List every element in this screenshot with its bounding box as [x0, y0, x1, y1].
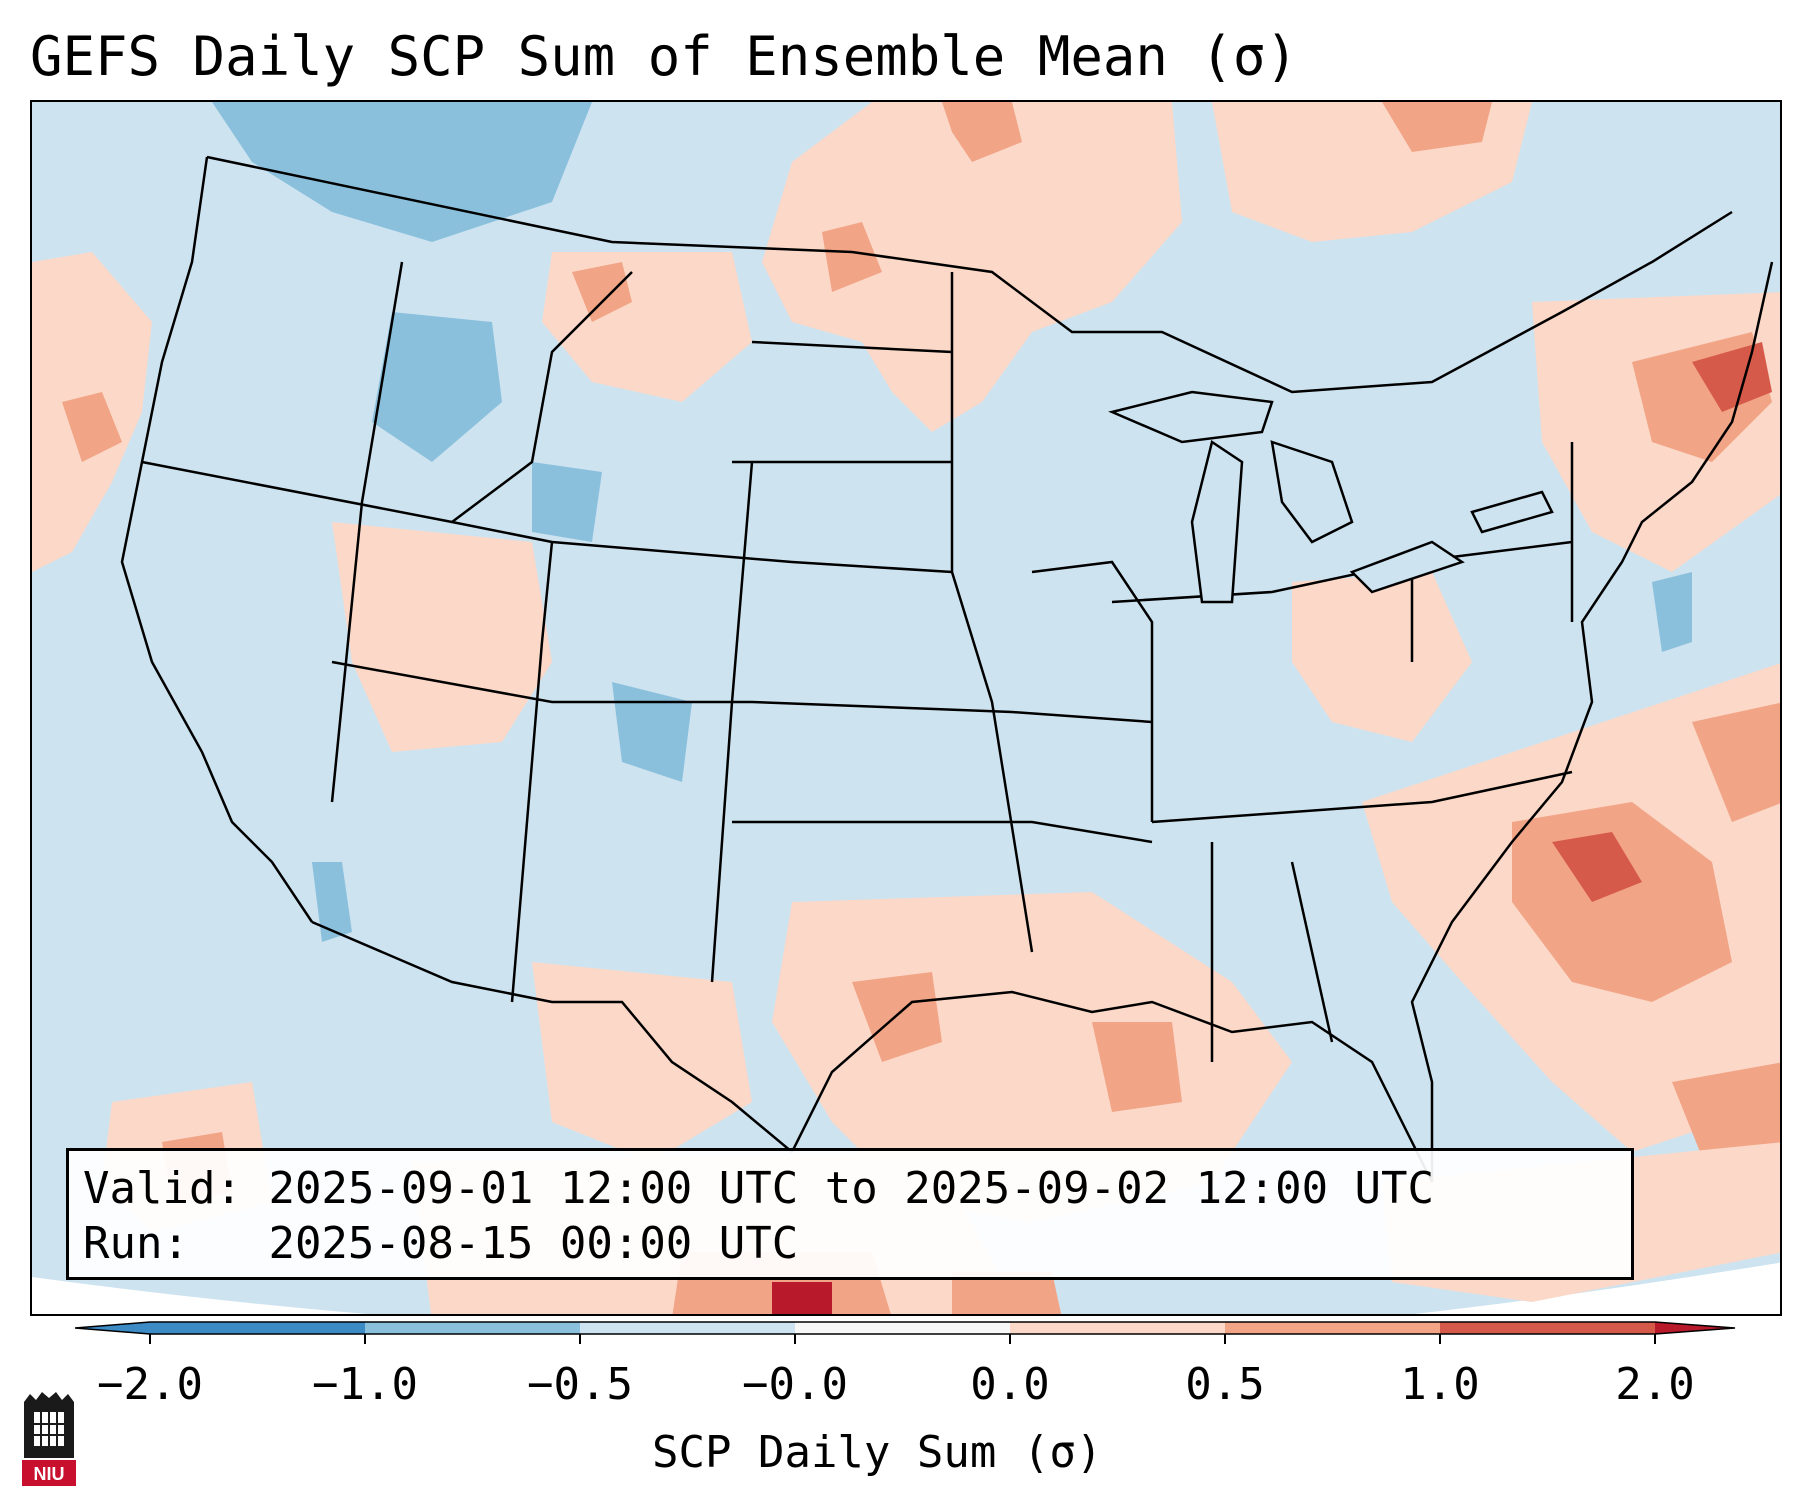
niu-castle-logo-icon: NIU — [22, 1392, 76, 1486]
colorbar-tick-label: −0.0 — [742, 1359, 848, 1410]
colorbar-tick-label: 1.0 — [1400, 1359, 1480, 1410]
colorbar-title: SCP Daily Sum (σ) — [652, 1427, 1103, 1478]
validity-info-box: Valid: 2025-09-01 12:00 UTC to 2025-09-0… — [66, 1148, 1634, 1280]
boundaries — [120, 155, 1774, 1183]
colorbar-segment — [795, 1322, 1010, 1334]
colorbar-tick-label: −0.5 — [527, 1359, 633, 1410]
valid-label: Valid: — [83, 1163, 242, 1214]
colorbar-tick-label: −1.0 — [312, 1359, 418, 1410]
colorbar-outline — [74, 1321, 1736, 1335]
colorbar-segment — [1010, 1322, 1225, 1334]
colorbar-segment — [1440, 1322, 1655, 1334]
colorbar-segment — [365, 1322, 580, 1334]
positive-anomaly-regions — [32, 102, 1780, 1314]
map-panel — [30, 100, 1782, 1316]
logo-text: NIU — [34, 1464, 65, 1484]
colorbar-segment — [580, 1322, 795, 1334]
colorbar-extend-low — [75, 1322, 150, 1334]
colorbar-tick-label: −2.0 — [97, 1359, 203, 1410]
run-value: 2025-08-15 00:00 UTC — [268, 1218, 799, 1269]
colorbar-segment — [1225, 1322, 1440, 1334]
colorbar-extend-high — [1655, 1322, 1735, 1334]
great-lakes — [1108, 390, 1554, 604]
colorbar — [74, 1321, 1736, 1344]
valid-value: 2025-09-01 12:00 UTC to 2025-09-02 12:00… — [268, 1163, 1435, 1214]
valid-row: Valid: 2025-09-01 12:00 UTC to 2025-09-0… — [83, 1161, 1617, 1216]
colorbar-segment — [150, 1322, 365, 1334]
run-label: Run: — [83, 1218, 189, 1269]
negative-anomaly-regions — [212, 102, 1692, 942]
colorbar-tick-label: 0.0 — [970, 1359, 1050, 1410]
colorbar-ticks — [149, 1334, 1656, 1344]
run-row: Run: 2025-08-15 00:00 UTC — [83, 1216, 1617, 1271]
colorbar-tick-label: 2.0 — [1615, 1359, 1695, 1410]
chart-title: GEFS Daily SCP Sum of Ensemble Mean (σ) — [30, 25, 1298, 88]
map-svg — [32, 102, 1780, 1314]
colorbar-tick-label: 0.5 — [1185, 1359, 1265, 1410]
